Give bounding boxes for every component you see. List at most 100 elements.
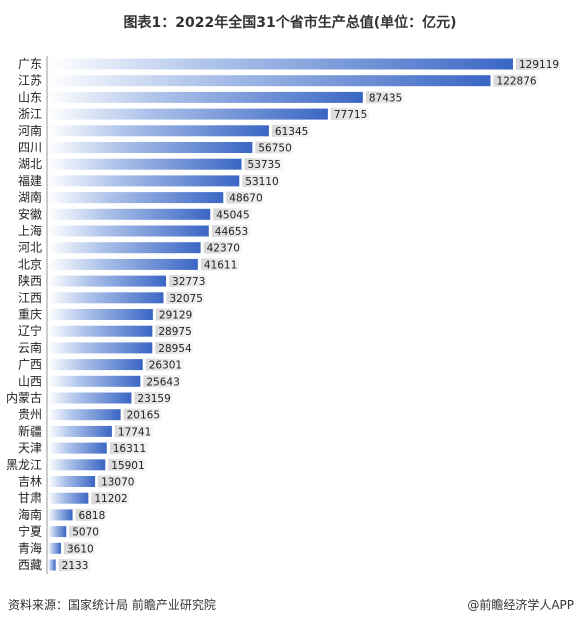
- data-label: 45045: [216, 209, 249, 221]
- bar: [48, 108, 328, 120]
- bar: [48, 492, 89, 504]
- bar: [48, 392, 132, 404]
- data-label: 28975: [158, 326, 191, 338]
- category-label: 北京: [18, 257, 42, 271]
- bar: [48, 142, 253, 153]
- bar-chart: 广东 129119 江苏 122876 山东 87435 浙江 77715 河南 61345 四川 5…: [6, 56, 561, 574]
- data-label-background: [114, 425, 153, 438]
- bar: [48, 225, 209, 237]
- data-label-background: [330, 108, 369, 121]
- data-label: 11202: [94, 493, 127, 505]
- bar: [48, 158, 242, 170]
- data-label: 20165: [127, 410, 160, 422]
- data-label-background: [75, 508, 108, 521]
- category-label: 新疆: [18, 423, 42, 438]
- data-label-background: [108, 458, 147, 471]
- category-label: 河南: [18, 123, 42, 138]
- category-label: 甘肃: [18, 491, 42, 505]
- bar: [48, 325, 153, 337]
- brand-note: @前瞻经济学人APP: [467, 598, 574, 612]
- category-label: 辽宁: [18, 323, 42, 338]
- data-label: 61345: [275, 126, 308, 138]
- category-label: 重庆: [18, 308, 42, 322]
- category-label: 湖南: [18, 190, 42, 205]
- category-label: 天津: [18, 441, 42, 455]
- data-label-background: [255, 141, 294, 154]
- category-label: 青海: [18, 540, 42, 555]
- category-label: 江苏: [18, 74, 42, 88]
- category-label: 四川: [18, 141, 42, 155]
- category-label: 吉林: [18, 475, 42, 489]
- bar: [48, 342, 153, 354]
- bar: [48, 175, 240, 187]
- data-label-background: [242, 174, 281, 187]
- data-label: 32075: [170, 293, 203, 305]
- bar: [48, 459, 106, 471]
- category-label: 山西: [18, 374, 42, 388]
- bar: [48, 509, 73, 521]
- bar: [48, 309, 153, 320]
- bar: [48, 58, 513, 70]
- data-label-background: [145, 358, 184, 371]
- bar: [48, 242, 201, 254]
- data-label-background: [98, 475, 137, 488]
- data-label-background: [493, 74, 538, 87]
- bar: [48, 192, 224, 204]
- data-label: 28954: [158, 343, 192, 355]
- bar: [48, 275, 167, 287]
- category-label: 贵州: [18, 408, 42, 422]
- data-label-background: [155, 308, 194, 321]
- bar: [48, 542, 62, 554]
- chart-title: 图表1：2022年全国31个省市生产总值(单位：亿元): [123, 15, 457, 31]
- data-label: 129119: [519, 59, 559, 71]
- category-label: 河北: [18, 241, 42, 255]
- data-label: 6818: [79, 510, 106, 522]
- category-label: 黑龙江: [6, 458, 42, 472]
- data-label-background: [365, 91, 404, 104]
- bar: [48, 208, 211, 220]
- category-label: 山东: [18, 90, 42, 104]
- data-label: 42370: [207, 243, 240, 255]
- data-label: 5070: [72, 527, 99, 539]
- data-label-background: [516, 58, 561, 70]
- data-label-background: [271, 124, 310, 137]
- data-label-background: [155, 325, 194, 338]
- data-label-background: [226, 191, 265, 204]
- bar: [48, 476, 96, 487]
- data-label: 32773: [172, 276, 205, 288]
- category-label: 福建: [18, 173, 42, 188]
- data-label: 17741: [118, 426, 151, 438]
- category-label: 上海: [18, 223, 42, 238]
- category-label: 宁夏: [18, 524, 42, 539]
- data-label: 77715: [334, 109, 367, 121]
- bar: [48, 359, 143, 371]
- bar: [48, 75, 491, 87]
- data-label-background: [69, 525, 101, 538]
- category-label: 海南: [18, 507, 42, 522]
- data-label-background: [143, 375, 182, 388]
- category-label: 湖北: [18, 156, 42, 171]
- bar: [48, 409, 121, 421]
- category-label: 江西: [18, 291, 42, 305]
- data-label-background: [58, 559, 91, 571]
- data-label-background: [91, 492, 130, 505]
- data-label: 3610: [67, 543, 94, 555]
- data-label: 16311: [113, 443, 146, 455]
- bar: [48, 375, 141, 387]
- data-label-background: [203, 241, 242, 254]
- data-label: 53735: [248, 159, 281, 171]
- data-label-background: [64, 542, 96, 555]
- category-label: 云南: [18, 340, 42, 355]
- data-label: 56750: [258, 143, 291, 155]
- bar: [48, 559, 56, 571]
- category-label: 安徽: [18, 206, 42, 221]
- data-label: 44653: [215, 226, 248, 238]
- category-label: 陕西: [18, 273, 42, 288]
- data-label: 122876: [497, 76, 537, 88]
- data-label: 87435: [369, 92, 402, 104]
- bar: [48, 125, 269, 137]
- data-label-background: [244, 158, 283, 171]
- data-label: 29129: [159, 310, 192, 322]
- data-label-background: [169, 275, 208, 288]
- data-label-background: [155, 341, 194, 354]
